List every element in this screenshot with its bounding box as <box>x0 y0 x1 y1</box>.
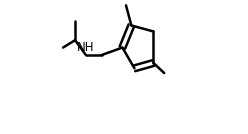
Text: NH: NH <box>77 41 94 54</box>
